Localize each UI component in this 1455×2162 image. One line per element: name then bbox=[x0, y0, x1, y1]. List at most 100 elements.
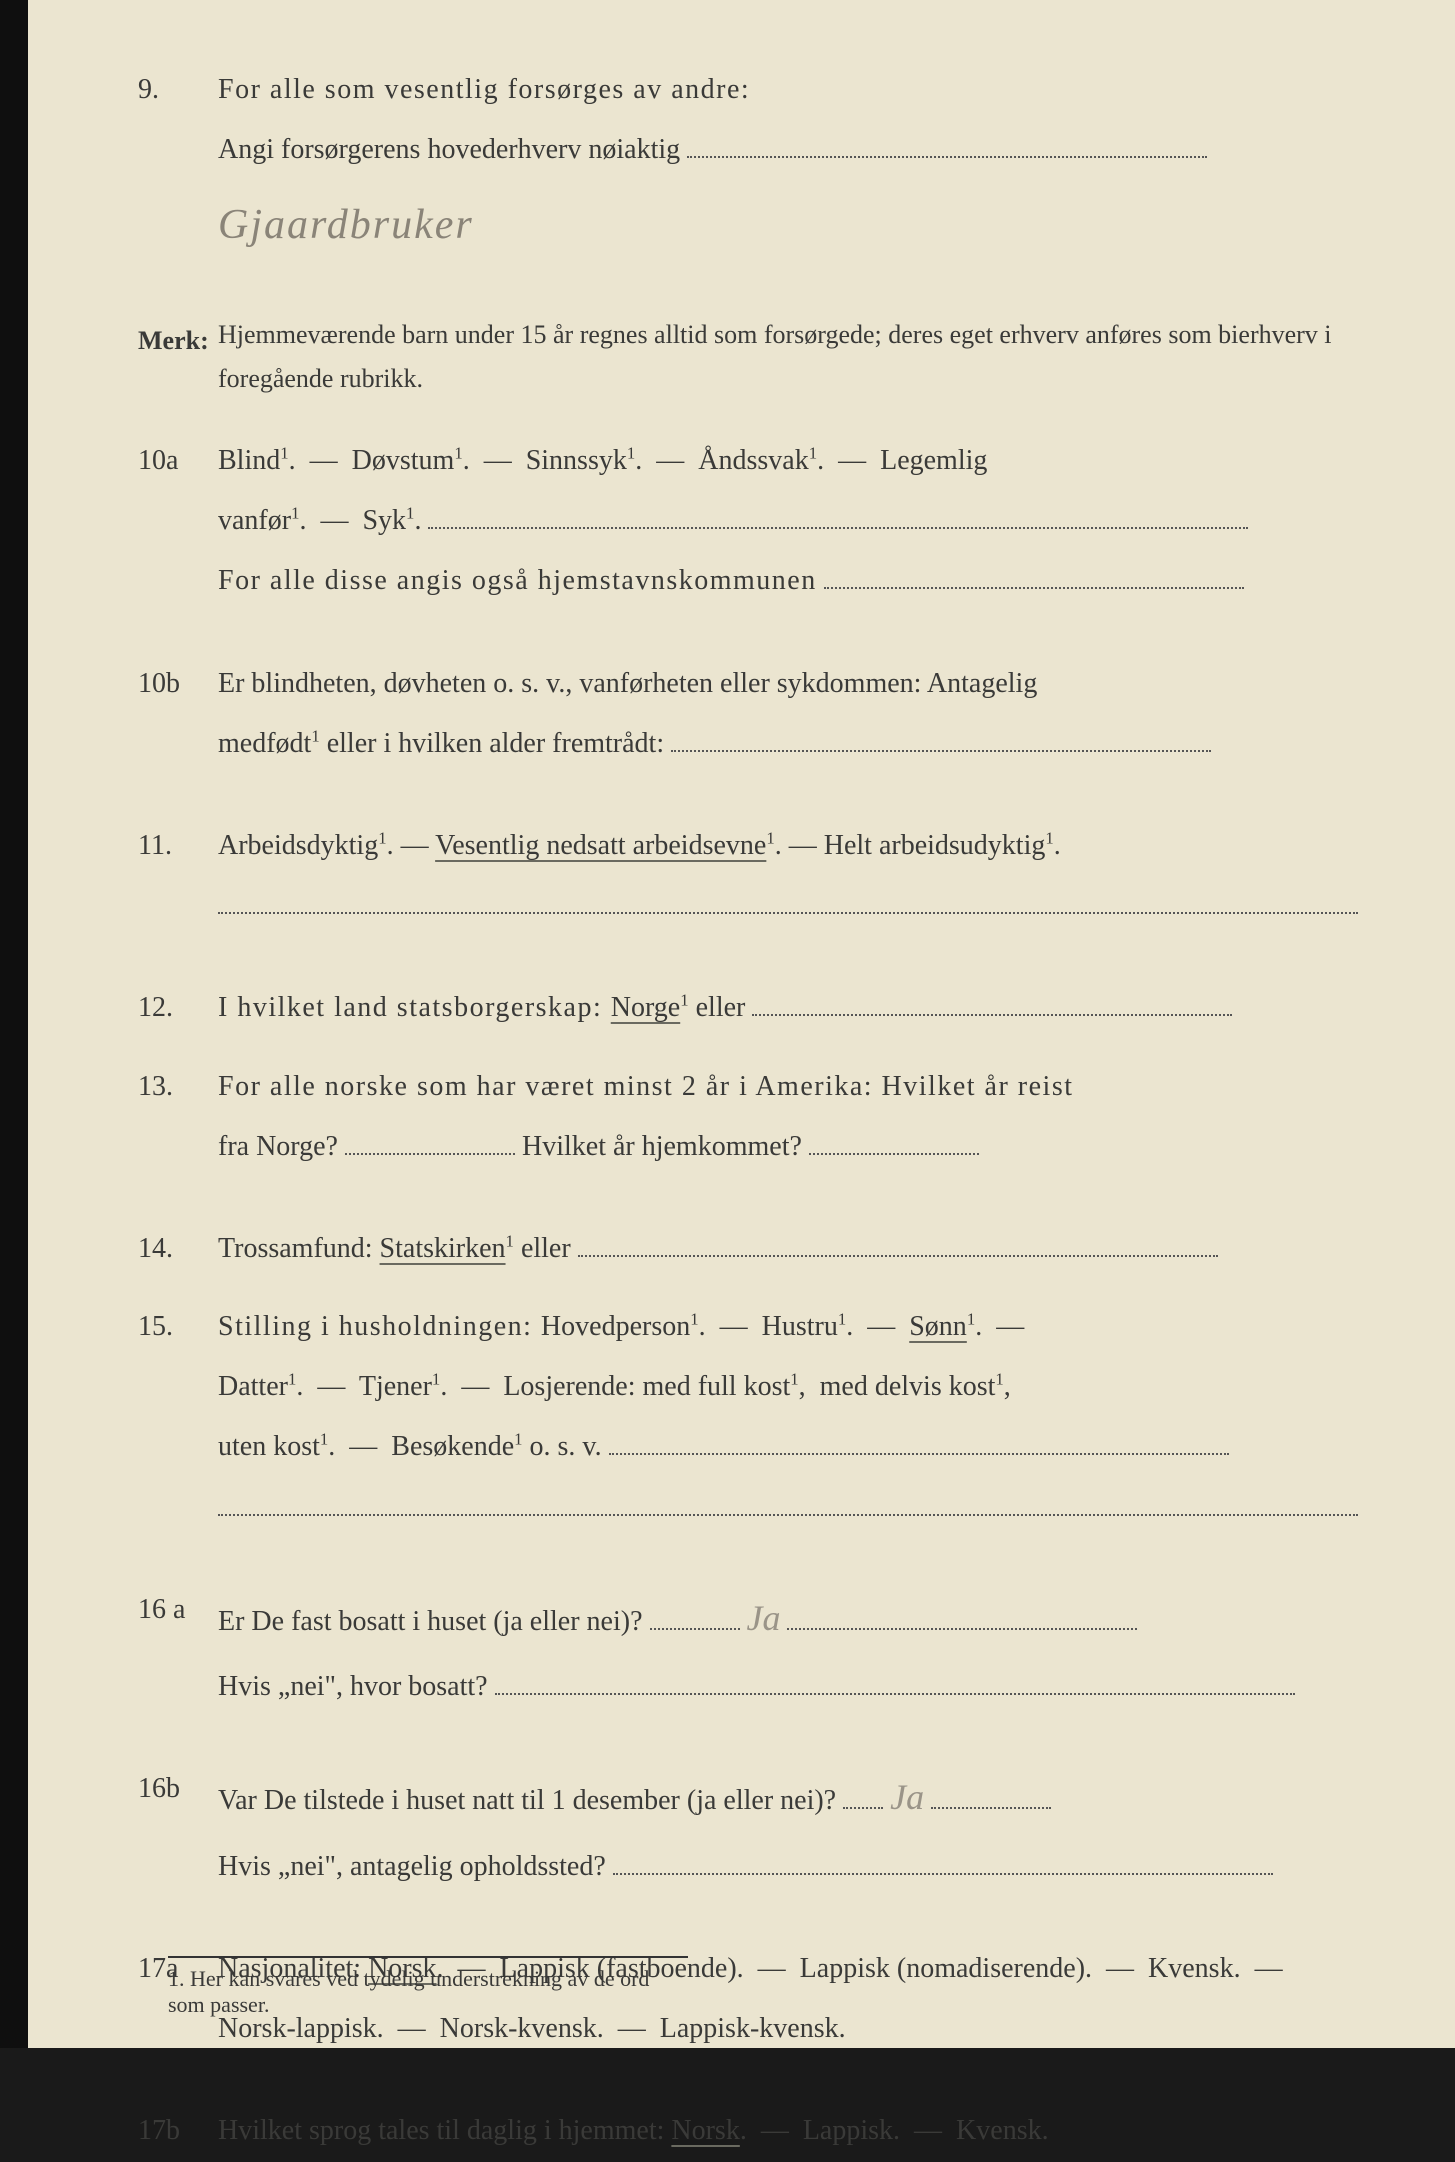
q10b-line2a: medfødt bbox=[218, 728, 311, 759]
q13-line1: For alle norske som har været minst 2 år… bbox=[218, 1071, 1074, 1102]
q11-body: Arbeidsdyktig1. — Vesentlig nedsatt arbe… bbox=[218, 816, 1365, 936]
census-form-page: 9. For alle som vesentlig forsørges av a… bbox=[0, 0, 1455, 2048]
q15-tail: o. s. v. bbox=[530, 1431, 602, 1462]
q16a-number: 16 a bbox=[138, 1580, 218, 1718]
q11-opt2-selected: Vesentlig nedsatt arbeidsevne bbox=[435, 830, 766, 861]
question-12: 12. I hvilket land statsborgerskap: Norg… bbox=[138, 978, 1365, 1038]
q10a-blank-1 bbox=[428, 502, 1248, 529]
q14-statskirken-selected: Statskirken bbox=[380, 1233, 506, 1264]
q9-number: 9. bbox=[138, 60, 218, 271]
q9-line2: Angi forsørgerens hovederhverv nøiaktig bbox=[218, 134, 680, 165]
q16b-line1: Var De tilstede i huset natt til 1 desem… bbox=[218, 1785, 836, 1816]
q16b-line2: Hvis „nei", antagelig opholdssted? bbox=[218, 1851, 606, 1882]
q9-blank-1 bbox=[687, 131, 1207, 158]
question-10a: 10a Blind1. — Døvstum1. — Sinnssyk1. — Å… bbox=[138, 431, 1365, 612]
question-11: 11. Arbeidsdyktig1. — Vesentlig nedsatt … bbox=[138, 816, 1365, 936]
q11-opt1: Arbeidsdyktig bbox=[218, 830, 378, 861]
merk-note: Merk: Hjemmeværende barn under 15 år reg… bbox=[138, 313, 1365, 401]
q15-opt8: uten kost bbox=[218, 1431, 320, 1462]
q13-blank-1 bbox=[345, 1128, 515, 1155]
q10a-opt-andssvak: Åndssvak bbox=[698, 445, 808, 476]
q10b-blank bbox=[671, 725, 1211, 752]
q15-los-lead: Losjerende: bbox=[503, 1371, 642, 1402]
q16b-blank-1 bbox=[843, 1782, 883, 1809]
q17b-body: Hvilket sprog tales til daglig i hjemmet… bbox=[218, 2101, 1365, 2161]
q10a-blank-2 bbox=[824, 562, 1244, 589]
q16b-blank-2 bbox=[613, 1848, 1273, 1875]
q15-opt9: Besøkende bbox=[391, 1431, 514, 1462]
q16a-line1: Er De fast bosatt i huset (ja eller nei)… bbox=[218, 1606, 643, 1637]
q17a-opt4: Kvensk bbox=[1148, 1953, 1234, 1984]
q15-lead: Stilling i husholdningen: bbox=[218, 1311, 541, 1342]
q10b-number: 10b bbox=[138, 654, 218, 774]
q15-opt3-selected: Sønn bbox=[909, 1311, 967, 1342]
q14-text-b: eller bbox=[521, 1233, 571, 1264]
q12-text-a: I hvilket land statsborgerskap: bbox=[218, 992, 611, 1023]
q15-blank-2 bbox=[218, 1488, 1358, 1515]
q10a-opt-sinnssyk: Sinnssyk bbox=[526, 445, 627, 476]
q16a-answer: Ja bbox=[747, 1598, 781, 1638]
q10a-opt-legemlig: Legemlig bbox=[880, 445, 987, 476]
q14-text-a: Trossamfund: bbox=[218, 1233, 380, 1264]
q12-text-b: eller bbox=[696, 992, 746, 1023]
q15-opt1: Hovedperson bbox=[541, 1311, 690, 1342]
q13-line2b: Hvilket år hjemkommet? bbox=[522, 1131, 802, 1162]
question-14: 14. Trossamfund: Statskirken1 eller bbox=[138, 1219, 1365, 1279]
q12-norge-selected: Norge bbox=[611, 992, 680, 1023]
question-15: 15. Stilling i husholdningen: Hovedperso… bbox=[138, 1297, 1365, 1538]
merk-text: Hjemmeværende barn under 15 år regnes al… bbox=[218, 313, 1365, 401]
q10b-line1: Er blindheten, døvheten o. s. v., vanfør… bbox=[218, 668, 1037, 699]
q14-blank bbox=[578, 1230, 1218, 1257]
question-16a: 16 a Er De fast bosatt i huset (ja eller… bbox=[138, 1580, 1365, 1718]
q15-body: Stilling i husholdningen: Hovedperson1. … bbox=[218, 1297, 1365, 1538]
q15-blank-1 bbox=[609, 1428, 1229, 1455]
q16a-blank-1b bbox=[787, 1603, 1137, 1630]
q13-number: 13. bbox=[138, 1057, 218, 1177]
q10a-opt-vanfor: vanfør bbox=[218, 505, 291, 536]
q10a-number: 10a bbox=[138, 431, 218, 612]
q10b-line2b: eller i hvilken alder fremtrådt: bbox=[327, 728, 664, 759]
q16a-body: Er De fast bosatt i huset (ja eller nei)… bbox=[218, 1580, 1365, 1718]
q9-handwritten-answer: Gjaardbruker bbox=[218, 202, 474, 248]
q10a-opt-dovstum: Døvstum bbox=[352, 445, 455, 476]
q16b-body: Var De tilstede i huset natt til 1 desem… bbox=[218, 1759, 1365, 1897]
q12-number: 12. bbox=[138, 978, 218, 1038]
question-16b: 16b Var De tilstede i huset natt til 1 d… bbox=[138, 1759, 1365, 1897]
q10b-body: Er blindheten, døvheten o. s. v., vanfør… bbox=[218, 654, 1365, 774]
q14-body: Trossamfund: Statskirken1 eller bbox=[218, 1219, 1365, 1279]
q16a-line2: Hvis „nei", hvor bosatt? bbox=[218, 1671, 488, 1702]
q12-body: I hvilket land statsborgerskap: Norge1 e… bbox=[218, 978, 1365, 1038]
q15-opt5: Tjener bbox=[359, 1371, 432, 1402]
q15-opt7: med delvis kost bbox=[820, 1371, 996, 1402]
q9-body: For alle som vesentlig forsørges av andr… bbox=[218, 60, 1365, 271]
q16b-blank-1b bbox=[931, 1782, 1051, 1809]
q15-opt6: med full kost bbox=[642, 1371, 790, 1402]
q15-opt4: Datter bbox=[218, 1371, 288, 1402]
q12-blank bbox=[752, 989, 1232, 1016]
q17b-opt1-selected: Norsk bbox=[671, 2115, 739, 2146]
q10a-line3: For alle disse angis også hjemstavnskomm… bbox=[218, 565, 817, 596]
q11-opt3: Helt arbeidsudyktig bbox=[824, 830, 1046, 861]
q10a-opt-syk: Syk bbox=[362, 505, 406, 536]
q16b-number: 16b bbox=[138, 1759, 218, 1897]
q11-blank bbox=[218, 887, 1358, 914]
q17b-number: 17b bbox=[138, 2101, 218, 2161]
q16b-answer: Ja bbox=[890, 1777, 924, 1817]
q17b-opt3: Kvensk bbox=[956, 2115, 1042, 2146]
question-17b: 17b Hvilket sprog tales til daglig i hje… bbox=[138, 2101, 1365, 2161]
footnote: 1. Her kan svares ved tydelig understrek… bbox=[168, 1956, 688, 2018]
q15-opt2: Hustru bbox=[762, 1311, 838, 1342]
question-10b: 10b Er blindheten, døvheten o. s. v., va… bbox=[138, 654, 1365, 774]
q13-body: For alle norske som har været minst 2 år… bbox=[218, 1057, 1365, 1177]
q10a-opt-blind: Blind bbox=[218, 445, 280, 476]
q13-line2a: fra Norge? bbox=[218, 1131, 338, 1162]
q9-line1: For alle som vesentlig forsørges av andr… bbox=[218, 74, 750, 105]
q15-number: 15. bbox=[138, 1297, 218, 1538]
q17a-opt3: Lappisk (nomadiserende) bbox=[800, 1953, 1085, 1984]
question-9: 9. For alle som vesentlig forsørges av a… bbox=[138, 60, 1365, 271]
merk-label: Merk: bbox=[138, 313, 218, 401]
q13-blank-2 bbox=[809, 1128, 979, 1155]
q17b-lead: Hvilket sprog tales til daglig i hjemmet… bbox=[218, 2115, 671, 2146]
q17b-opt2: Lappisk bbox=[803, 2115, 893, 2146]
q11-number: 11. bbox=[138, 816, 218, 936]
